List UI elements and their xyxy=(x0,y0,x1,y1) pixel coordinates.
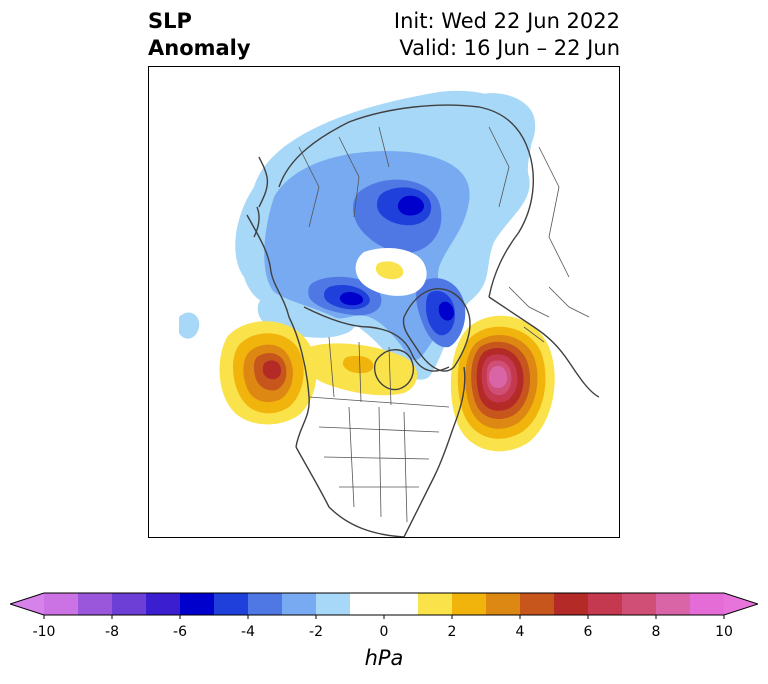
positive-anomalies xyxy=(219,247,555,452)
colorbar-bin xyxy=(214,593,249,615)
colorbar-tick-label: -4 xyxy=(241,624,255,640)
colorbar-tick-label: 6 xyxy=(583,624,593,640)
border-eurasia-2 xyxy=(488,126,570,278)
colorbar-tick-label: 8 xyxy=(651,624,661,640)
colorbar-tick-label: -8 xyxy=(105,624,119,640)
coastlines xyxy=(246,104,600,537)
colorbar-bin xyxy=(690,593,725,615)
border-us-states-1 xyxy=(318,426,440,488)
colorbar-bin xyxy=(180,593,215,615)
colorbar-bin xyxy=(44,593,79,615)
anomaly-level-minus6-greenland xyxy=(438,301,454,321)
colorbar-bin xyxy=(282,593,317,615)
colorbar-bin xyxy=(656,593,691,615)
colorbar-bin xyxy=(248,593,283,615)
anomaly-pacific-core xyxy=(262,360,282,380)
colorbar-bin xyxy=(520,593,555,615)
coast-kamchatka xyxy=(253,206,260,238)
colorbar-extend-high xyxy=(724,593,758,615)
colorbar-bin xyxy=(554,593,589,615)
colorbar-unit: hPa xyxy=(364,646,404,670)
map-dates: Init: Wed 22 Jun 2022 Valid: 16 Jun – 22… xyxy=(394,8,620,62)
map-panel xyxy=(148,66,620,538)
colorbar-bin xyxy=(418,593,453,615)
colorbar-tick-label: 10 xyxy=(715,624,733,640)
colorbar-tick-label: -10 xyxy=(32,624,56,640)
colorbar-bin xyxy=(588,593,623,615)
border-us-states-2 xyxy=(348,406,408,523)
anomaly-level-minus6-siberia xyxy=(397,195,424,216)
title-line-1: SLP xyxy=(148,9,192,33)
colorbar-tick-label: 4 xyxy=(515,624,525,640)
anomaly-level-minus6-alaska xyxy=(339,291,364,306)
coast-greenland xyxy=(402,288,471,372)
colorbar-tick-label: 2 xyxy=(447,624,457,640)
coast-japan xyxy=(258,156,269,208)
border-canada-provinces xyxy=(328,336,392,406)
colorbar-bin xyxy=(486,593,521,615)
colorbar-bin xyxy=(452,593,487,615)
anomaly-map xyxy=(179,90,600,537)
coast-north-america-west xyxy=(246,214,310,448)
colorbar-tick-label: -2 xyxy=(309,624,323,640)
init-date: Init: Wed 22 Jun 2022 xyxy=(393,9,620,33)
colorbar-tick-label: -6 xyxy=(173,624,187,640)
colorbar-extend-low xyxy=(10,593,44,615)
anomaly-east-asia-edge xyxy=(474,93,536,167)
colorbar-bin xyxy=(146,593,181,615)
colorbar-bin xyxy=(316,593,351,615)
coast-arctic-canada xyxy=(303,306,450,372)
coast-eurasia xyxy=(278,104,534,298)
colorbar-bin xyxy=(622,593,657,615)
border-us-canada xyxy=(308,396,450,408)
border-eurasia-1 xyxy=(298,126,390,228)
valid-range: Valid: 16 Jun – 22 Jun xyxy=(399,36,620,60)
border-europe xyxy=(508,286,590,343)
colorbar-bin xyxy=(112,593,147,615)
coast-europe xyxy=(488,296,600,398)
coast-hudson-bay xyxy=(373,349,415,391)
map-title: SLP Anomaly xyxy=(148,8,251,62)
colorbar-tick-label: 0 xyxy=(379,624,389,640)
colorbar xyxy=(10,592,758,619)
coast-north-america-east xyxy=(403,366,466,537)
colorbar-bin xyxy=(350,593,419,615)
anomaly-arctic-high-core xyxy=(375,261,404,280)
colorbar-bin xyxy=(78,593,113,615)
anomaly-central-canada-inner xyxy=(342,355,374,374)
coast-north-america-south xyxy=(295,446,405,537)
title-line-2: Anomaly xyxy=(148,36,251,60)
anomaly-pacific-spot xyxy=(179,312,200,339)
anomaly-atlantic-core xyxy=(489,366,508,388)
political-borders xyxy=(298,126,590,523)
